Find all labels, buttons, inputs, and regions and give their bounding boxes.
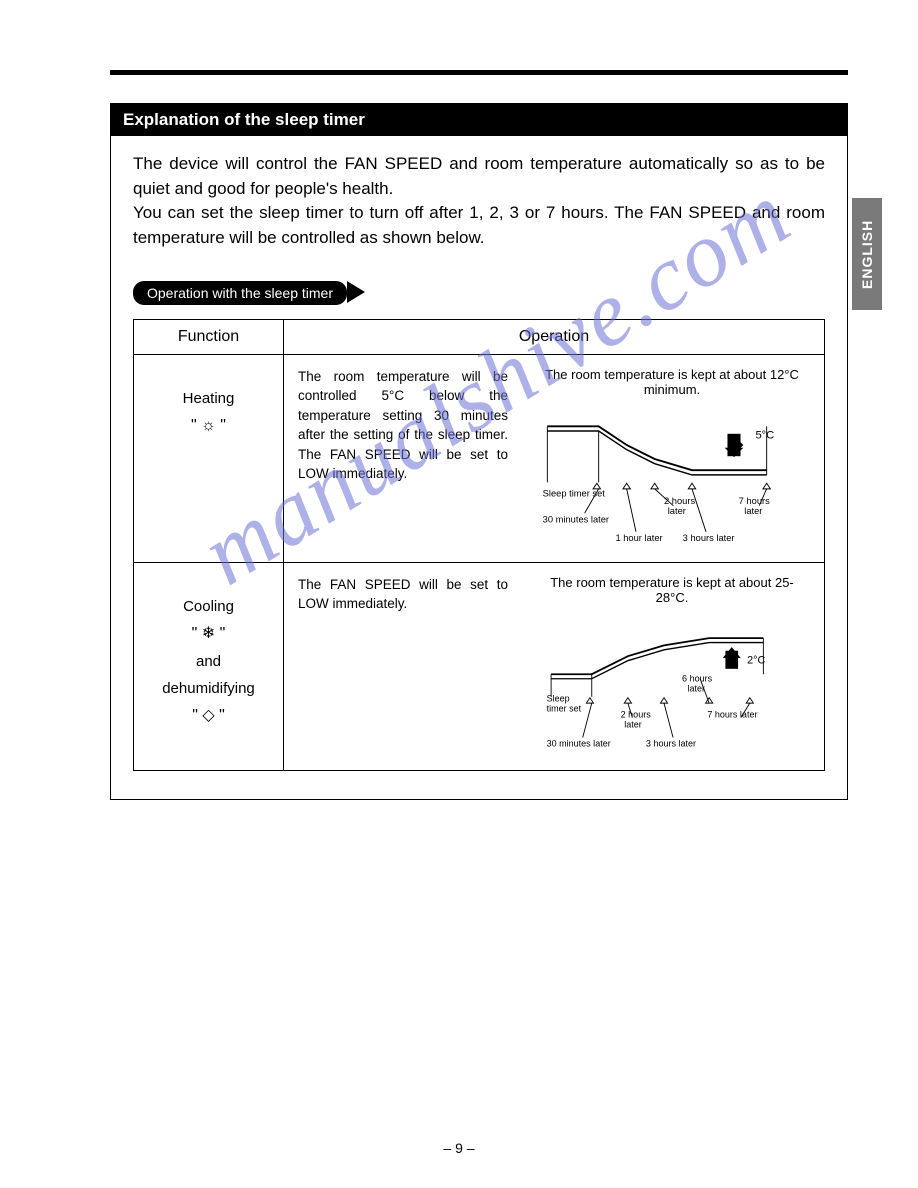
delta-label: 2°C bbox=[747, 654, 765, 666]
function-label2: dehumidifying bbox=[142, 675, 275, 702]
function-cell-heating: Heating " ☼ " bbox=[134, 354, 284, 562]
function-cell-cooling: Cooling " ❄ " and dehumidifying " ◇ " bbox=[134, 562, 284, 770]
col-function: Function bbox=[134, 319, 284, 354]
tick-label: 2 hours bbox=[621, 709, 652, 719]
cooling-diagram-svg: 2°C Sleep timer set bbox=[534, 611, 794, 751]
tick-label: timer set bbox=[547, 703, 582, 713]
operation-cell-heating: The room temperature will be controlled … bbox=[284, 354, 825, 562]
function-extra: and bbox=[142, 648, 275, 675]
section-header: Explanation of the sleep timer bbox=[111, 104, 847, 136]
section-box: Explanation of the sleep timer The devic… bbox=[110, 103, 848, 800]
tick-label: 6 hours bbox=[682, 673, 713, 683]
diagram-caption: The room temperature is kept at about 25… bbox=[534, 575, 810, 605]
tick-label: later bbox=[744, 506, 762, 516]
table-row: Heating " ☼ " The room temperature will … bbox=[134, 354, 825, 562]
sun-icon: " ☼ " bbox=[191, 412, 226, 441]
operation-text: The room temperature will be controlled … bbox=[298, 367, 508, 546]
tick-label: 1 hour later bbox=[615, 533, 662, 543]
section-body: The device will control the FAN SPEED an… bbox=[111, 136, 847, 799]
delta-label: 5°C bbox=[755, 429, 774, 441]
heating-diagram: The room temperature is kept at about 12… bbox=[534, 367, 810, 546]
heating-diagram-svg: 5°C Sleep timer set bbox=[534, 403, 794, 543]
table-header-row: Function Operation bbox=[134, 319, 825, 354]
col-operation: Operation bbox=[284, 319, 825, 354]
drop-icon: " ◇ " bbox=[192, 702, 225, 731]
subsection-pill: Operation with the sleep timer bbox=[133, 281, 347, 305]
tick-label: 30 minutes later bbox=[547, 738, 611, 748]
tick-label: later bbox=[687, 683, 705, 693]
top-rule bbox=[110, 70, 848, 75]
intro-paragraph: The device will control the FAN SPEED an… bbox=[133, 152, 825, 251]
function-label: Cooling bbox=[142, 593, 275, 620]
table-row: Cooling " ❄ " and dehumidifying " ◇ " Th… bbox=[134, 562, 825, 770]
snow-icon: " ❄ " bbox=[192, 620, 226, 649]
operation-cell-cooling: The FAN SPEED will be set to LOW immedia… bbox=[284, 562, 825, 770]
tick-label: 7 hours bbox=[739, 495, 770, 505]
cooling-diagram: The room temperature is kept at about 25… bbox=[534, 575, 810, 754]
manual-page: Explanation of the sleep timer The devic… bbox=[0, 0, 918, 1188]
language-tab: ENGLISH bbox=[852, 198, 882, 310]
tick-label: Sleep bbox=[547, 693, 570, 703]
operation-text: The FAN SPEED will be set to LOW immedia… bbox=[298, 575, 508, 754]
tick-label: 3 hours later bbox=[646, 738, 696, 748]
tick-label: 30 minutes later bbox=[543, 514, 609, 524]
tick-label: later bbox=[624, 719, 642, 729]
tick-label: 2 hours bbox=[664, 495, 695, 505]
page-number: – 9 – bbox=[0, 1140, 918, 1156]
tick-label: later bbox=[668, 506, 686, 516]
tick-label: 7 hours later bbox=[707, 709, 757, 719]
function-label: Heating bbox=[142, 385, 275, 412]
tick-label: 3 hours later bbox=[683, 533, 735, 543]
diagram-caption: The room temperature is kept at about 12… bbox=[534, 367, 810, 397]
sleep-timer-table: Function Operation Heating " ☼ " The roo… bbox=[133, 319, 825, 771]
